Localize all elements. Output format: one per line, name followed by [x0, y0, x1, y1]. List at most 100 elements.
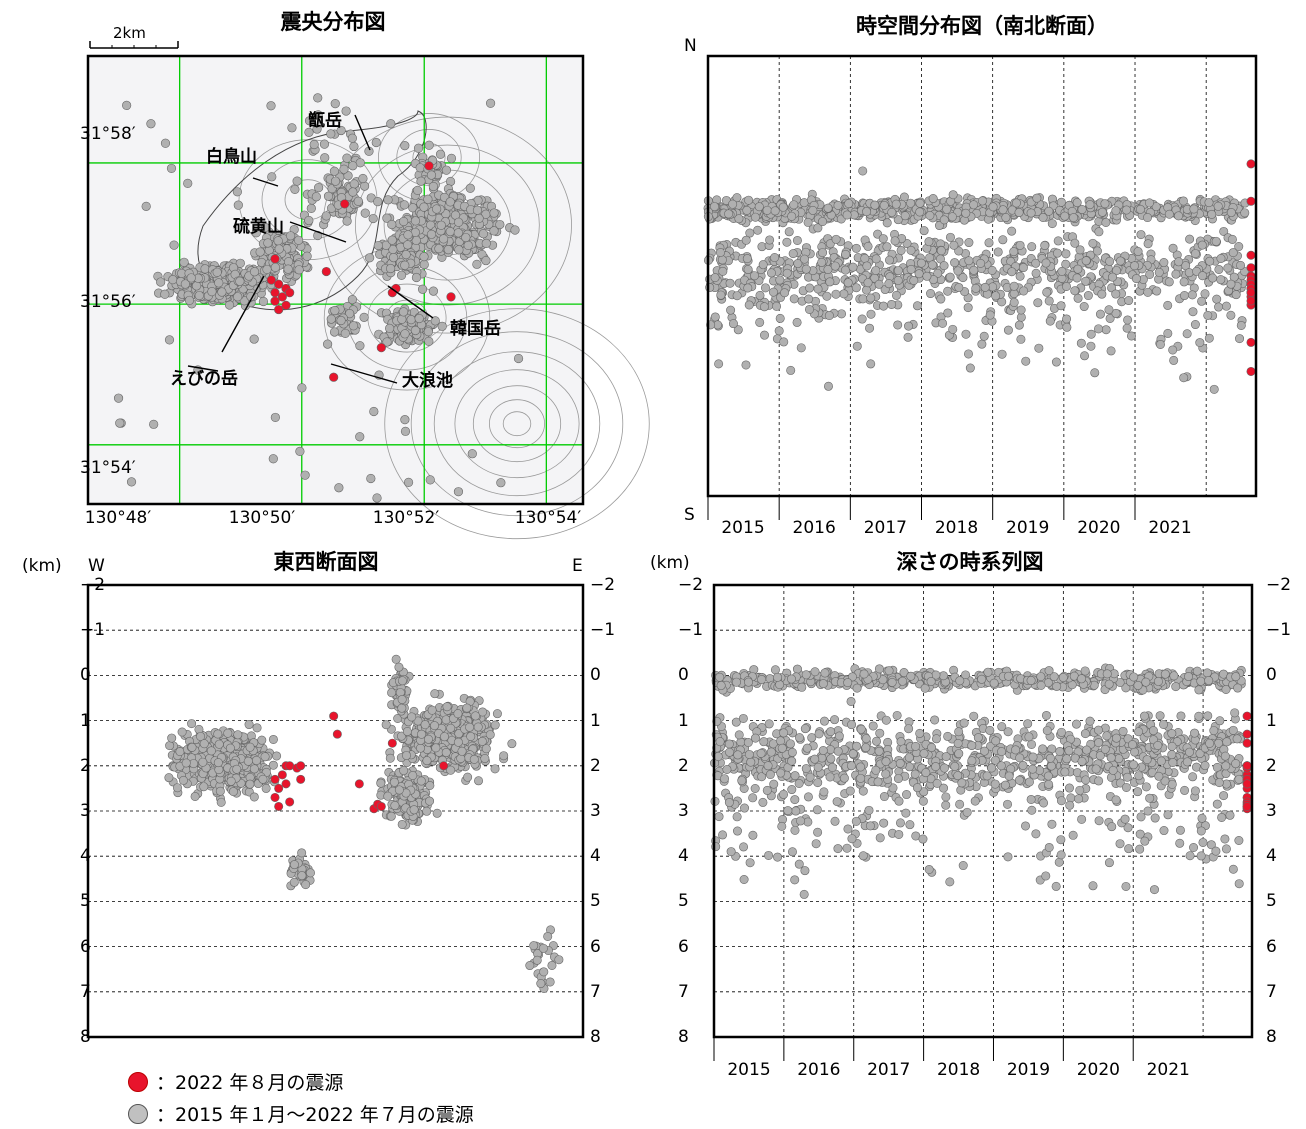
past-hypocenter: [842, 210, 852, 220]
map-ytick-1: 31°56′: [80, 292, 136, 312]
ew-ytick-left-10: 8: [80, 1027, 91, 1047]
recent-epicenter: [274, 279, 284, 289]
contour-line-0-1: [488, 399, 545, 449]
ew-ytick-right-3: 1: [590, 710, 601, 731]
past-epicenter: [453, 228, 463, 238]
map-ytick-0: 31°58′: [80, 124, 136, 144]
past-hypocenter: [969, 200, 979, 210]
past-hypocenter: [1220, 834, 1230, 844]
past-epicenter: [386, 119, 396, 129]
past-epicenter: [313, 110, 323, 120]
past-epicenter: [297, 383, 307, 393]
past-hypocenter: [1112, 266, 1122, 276]
past-hypocenter: [442, 702, 452, 712]
past-hypocenter: [213, 729, 223, 739]
past-hypocenter: [954, 246, 964, 256]
past-hypocenter: [987, 265, 997, 275]
past-hypocenter: [1044, 296, 1054, 306]
past-hypocenter: [857, 314, 867, 324]
past-hypocenter: [481, 744, 491, 754]
place-leader-line-5: [330, 363, 398, 384]
past-hypocenter: [225, 743, 235, 753]
past-epicenter: [126, 477, 137, 487]
ns-year-label-2021: 2021: [1148, 518, 1192, 538]
past-epicenter: [342, 216, 352, 226]
past-hypocenter: [750, 271, 760, 281]
past-hypocenter: [233, 730, 243, 740]
past-hypocenter: [813, 827, 823, 837]
recent-epicenter: [277, 292, 287, 302]
past-epicenter: [403, 230, 413, 240]
past-hypocenter: [918, 796, 928, 806]
past-hypocenter: [818, 248, 828, 258]
past-epicenter: [472, 205, 483, 215]
past-hypocenter: [543, 931, 553, 941]
past-hypocenter: [775, 313, 785, 323]
past-hypocenter: [1107, 272, 1117, 282]
past-hypocenter: [1056, 197, 1066, 207]
past-hypocenter: [710, 273, 720, 283]
past-hypocenter: [949, 240, 959, 250]
past-hypocenter: [390, 801, 400, 811]
past-hypocenter: [175, 747, 185, 757]
recent-epicenter: [340, 199, 350, 209]
past-hypocenter: [871, 254, 881, 264]
past-hypocenter: [1212, 799, 1222, 809]
past-hypocenter: [453, 737, 463, 747]
ew-ytick-left-5: 3: [80, 801, 91, 821]
past-epicenter: [251, 228, 261, 238]
past-hypocenter: [939, 783, 949, 793]
past-epicenter: [115, 418, 125, 428]
past-hypocenter: [799, 889, 809, 899]
past-epicenter: [434, 244, 444, 254]
past-epicenter: [372, 493, 382, 503]
past-epicenter: [386, 263, 396, 274]
past-epicenter: [435, 149, 446, 159]
past-hypocenter: [896, 245, 906, 255]
past-hypocenter: [977, 339, 987, 349]
past-hypocenter: [887, 299, 897, 309]
past-hypocenter: [733, 325, 743, 335]
recent-hypocenter: [1246, 366, 1256, 376]
past-hypocenter: [1023, 719, 1033, 729]
past-hypocenter: [490, 764, 500, 774]
past-hypocenter: [1227, 234, 1237, 244]
past-hypocenter: [525, 961, 535, 971]
past-epicenter: [294, 265, 304, 275]
past-hypocenter: [818, 217, 828, 227]
past-hypocenter: [471, 711, 481, 721]
past-hypocenter: [1085, 200, 1095, 210]
past-hypocenter: [425, 796, 435, 806]
past-hypocenter: [216, 797, 226, 807]
past-hypocenter: [1180, 785, 1190, 795]
past-hypocenter: [441, 715, 451, 725]
past-hypocenter: [732, 826, 742, 836]
past-hypocenter: [407, 712, 417, 722]
past-epicenter: [368, 213, 378, 224]
past-epicenter: [443, 245, 453, 255]
ew-label-west: W: [88, 556, 105, 576]
past-epicenter: [424, 140, 434, 150]
ew-ytick-left-4: 2: [80, 755, 91, 776]
past-hypocenter: [387, 688, 397, 698]
past-epicenter: [413, 143, 424, 153]
past-epicenter: [302, 251, 312, 261]
past-hypocenter: [852, 341, 862, 351]
past-hypocenter: [804, 294, 814, 304]
past-epicenter: [191, 281, 202, 291]
past-hypocenter: [824, 311, 834, 321]
contour-line-0-3: [454, 369, 580, 479]
past-epicenter: [365, 253, 375, 263]
past-hypocenter: [1163, 300, 1173, 310]
past-hypocenter: [244, 720, 254, 730]
ns-year-label-2019: 2019: [1006, 518, 1050, 538]
past-epicenter: [326, 129, 336, 139]
past-hypocenter: [1211, 236, 1221, 246]
past-epicenter: [398, 307, 409, 317]
past-epicenter: [224, 300, 235, 310]
past-hypocenter: [462, 703, 472, 713]
past-epicenter: [186, 273, 196, 283]
past-hypocenter: [416, 743, 426, 753]
past-hypocenter: [1088, 238, 1098, 248]
past-epicenter: [369, 406, 379, 417]
